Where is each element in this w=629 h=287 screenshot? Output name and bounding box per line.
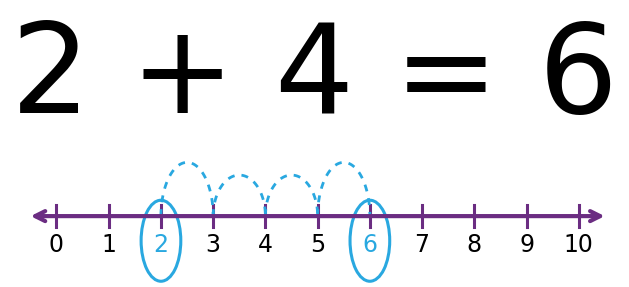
Text: 4: 4 xyxy=(258,232,273,257)
Text: 3: 3 xyxy=(206,232,221,257)
Text: 2: 2 xyxy=(153,232,169,257)
Text: 9: 9 xyxy=(519,232,534,257)
Text: 2 + 4 = 6: 2 + 4 = 6 xyxy=(11,18,618,139)
Text: 10: 10 xyxy=(564,232,594,257)
Text: 5: 5 xyxy=(310,232,325,257)
Text: 1: 1 xyxy=(101,232,116,257)
Text: 8: 8 xyxy=(467,232,482,257)
Text: 7: 7 xyxy=(415,232,430,257)
Text: 6: 6 xyxy=(362,232,377,257)
Text: 0: 0 xyxy=(49,232,64,257)
